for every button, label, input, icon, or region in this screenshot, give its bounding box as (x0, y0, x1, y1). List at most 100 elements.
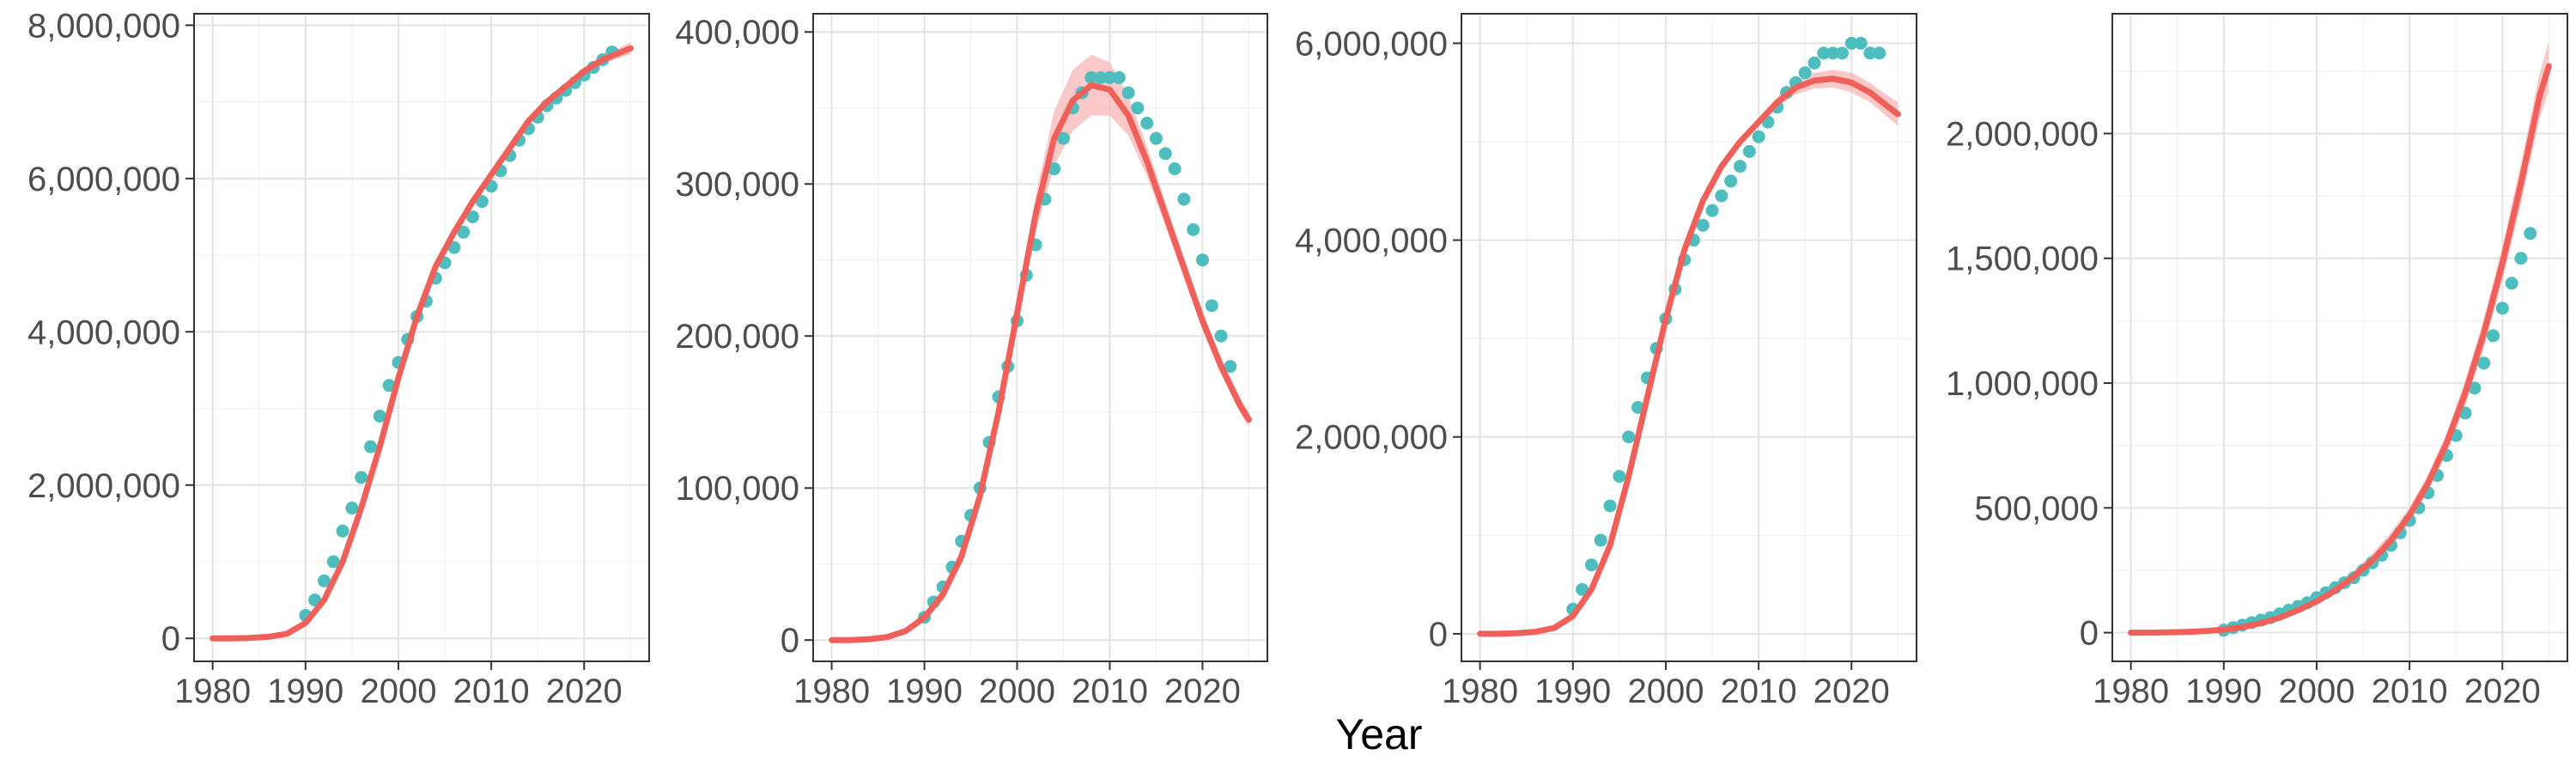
y-tick-label: 0 (781, 622, 799, 660)
x-tick-label: 2010 (1072, 673, 1148, 710)
data-point (1214, 329, 1228, 343)
data-point (1112, 70, 1126, 84)
data-point (1752, 130, 1765, 143)
data-point (1613, 470, 1626, 484)
x-tick-label: 2010 (1721, 673, 1797, 710)
panel-1: 1980 1990 2000 2010 2020 0 2,000,000 4,000,000 6… (27, 7, 650, 710)
data-point (1594, 533, 1607, 547)
data-point (1205, 299, 1218, 313)
panel-3: 1980 1990 2000 2010 2020 0 2,000,000 4,000,000 6… (1295, 13, 1917, 710)
data-point (1817, 46, 1831, 60)
fit-line (1477, 76, 1901, 637)
data-point (2468, 381, 2482, 395)
y-tick-label: 300,000 (675, 166, 799, 204)
y-tick-label: 200,000 (675, 318, 799, 356)
x-tick-label: 2000 (2278, 673, 2354, 710)
y-tick-label: 2,000,000 (1295, 419, 1448, 457)
data-point (475, 195, 489, 209)
data-point (1584, 558, 1598, 572)
y-tick-label: 2,000,000 (1946, 115, 2099, 153)
y-tick-label: 2,000,000 (27, 467, 180, 505)
x-tick-label: 1980 (793, 673, 870, 710)
data-point (317, 574, 331, 587)
data-point (1696, 218, 1710, 232)
data-point (1715, 189, 1728, 203)
panel-background (1461, 14, 1917, 661)
data-point (1140, 116, 1154, 130)
y-tick-label: 6,000,000 (1295, 25, 1448, 63)
x-tick-label: 1980 (2093, 673, 2169, 710)
data-point (1863, 46, 1877, 60)
data-point (1149, 131, 1163, 145)
x-tick-label: 1980 (174, 673, 251, 710)
plot-area (829, 54, 1252, 643)
panel-background (194, 14, 649, 661)
y-tick-label: 1,000,000 (1946, 365, 2099, 403)
panel-border (1461, 13, 1917, 662)
x-tick-label: 1990 (267, 673, 343, 710)
data-point (2477, 356, 2491, 370)
y-tick-label: 500,000 (1974, 490, 2099, 527)
data-point (355, 471, 368, 484)
panels: 1980 1990 2000 2010 2020 0 2,000,000 4,000,000 6… (27, 7, 2568, 710)
plot-area (1477, 36, 1901, 637)
fit-line (2128, 63, 2552, 636)
data-point (1873, 46, 1886, 60)
y-tick-label: 0 (1429, 616, 1448, 654)
data-point (1195, 253, 1209, 267)
data-point (1854, 36, 1868, 50)
data-point (1187, 222, 1200, 236)
data-point (1622, 430, 1636, 444)
data-point (1158, 147, 1172, 161)
x-tick-label: 2010 (453, 673, 530, 710)
x-tick-label: 2000 (979, 673, 1055, 710)
data-point (465, 210, 479, 223)
data-point (1733, 160, 1747, 173)
data-point (457, 225, 471, 239)
panel-border (2111, 13, 2568, 662)
y-tick-label: 0 (2080, 615, 2099, 653)
y-tick-label: 4,000,000 (27, 313, 180, 351)
data-point (1705, 204, 1719, 217)
y-tick-label: 0 (161, 620, 180, 658)
x-tick-label: 1990 (886, 673, 963, 710)
data-point (1094, 70, 1108, 84)
data-point (1121, 86, 1135, 100)
data-point (1168, 162, 1182, 176)
plot-area (2128, 41, 2552, 637)
y-tick-label: 400,000 (675, 14, 799, 52)
x-tick-label: 2020 (546, 673, 623, 710)
panel-4: 1980 1990 2000 2010 2020 0 500,000 1,000,000 1,5… (1946, 13, 2568, 710)
data-point (1056, 131, 1070, 145)
data-point (1807, 56, 1821, 70)
data-point (2495, 301, 2509, 315)
y-tick-label: 4,000,000 (1295, 222, 1448, 260)
data-point (1603, 499, 1617, 513)
x-tick-label: 2010 (2372, 673, 2448, 710)
data-point (1084, 70, 1098, 84)
x-tick-label: 1990 (1534, 673, 1611, 710)
data-point (345, 502, 359, 515)
panel-border (812, 13, 1268, 662)
y-tick-label: 8,000,000 (27, 7, 180, 45)
data-point (382, 379, 396, 393)
data-point (1131, 101, 1145, 115)
x-axis-label: Year (1335, 710, 1422, 758)
data-point (326, 555, 340, 569)
data-point (1177, 192, 1191, 206)
plot-area (210, 42, 634, 642)
panel-2: 1980 1990 2000 2010 2020 0 100,000 200,000 300,0… (675, 13, 1268, 710)
x-tick-label: 2020 (1164, 673, 1241, 710)
data-point (1103, 70, 1116, 84)
data-point (2505, 277, 2518, 290)
x-tick-label: 2000 (360, 673, 436, 710)
data-point (1724, 174, 1738, 188)
data-point (373, 409, 386, 423)
data-point (364, 440, 378, 453)
x-tick-label: 1980 (1442, 673, 1518, 710)
y-tick-label: 1,500,000 (1946, 240, 2099, 278)
x-tick-label: 2020 (2464, 673, 2541, 710)
data-point (1835, 46, 1849, 60)
x-tick-label: 1990 (2185, 673, 2262, 710)
